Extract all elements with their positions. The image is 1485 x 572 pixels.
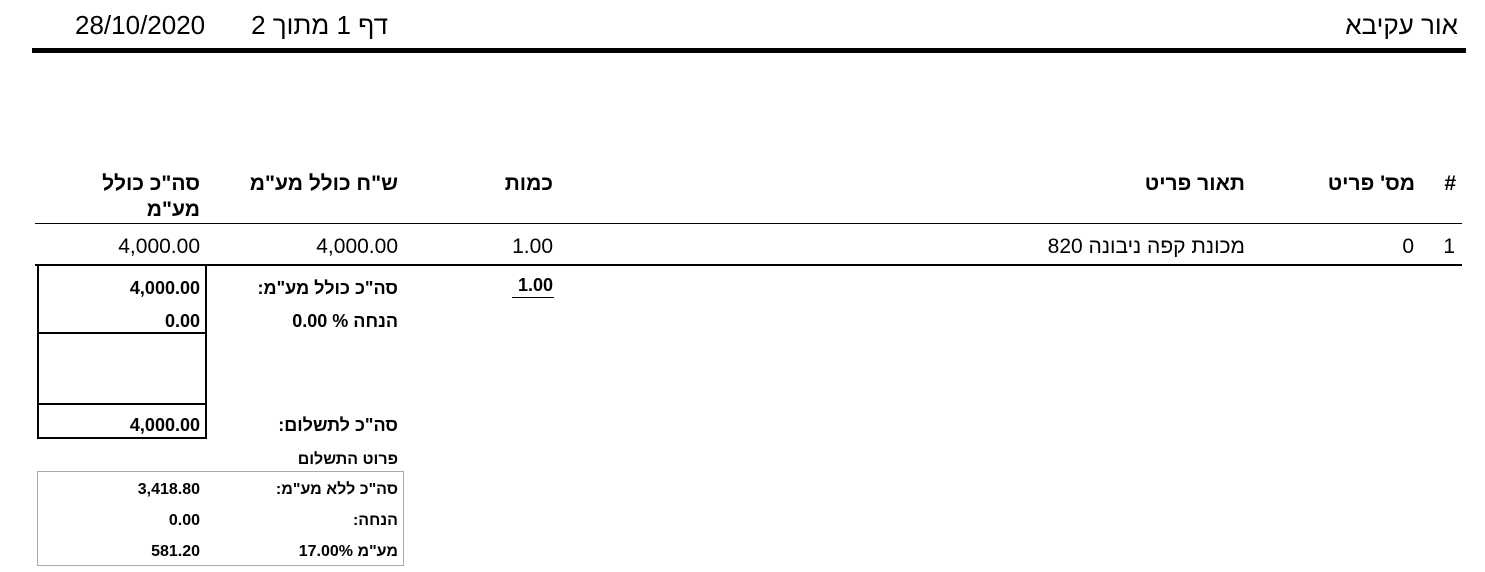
discount-label: הנחה % 0.00: [292, 311, 398, 331]
row-total: 4,000.00: [118, 235, 200, 258]
row-divider: [35, 264, 1462, 266]
payment-breakdown-box: [37, 471, 404, 566]
col-header-number: #: [1444, 172, 1456, 195]
quantity-total-underline: [512, 297, 554, 298]
discount-value: 0.00: [164, 311, 200, 331]
totals-box: [37, 265, 207, 439]
quantity-total: 1.00: [517, 275, 553, 295]
row-description: מכונת קפה ניבונה 820: [1047, 235, 1245, 258]
col-header-unit-price: ש"ח כולל מע"מ: [249, 172, 398, 195]
breakdown-discount-label: הנחה:: [352, 512, 398, 529]
row-unit-price: 4,000.00: [316, 235, 398, 258]
payment-breakdown-title: פרוט התשלום: [297, 451, 398, 468]
col-header-description: תאור פריט: [1144, 172, 1245, 195]
header-row-divider: [35, 223, 1462, 224]
subtotal-no-vat-value: 3,418.80: [137, 481, 200, 498]
total-incl-vat-label: סה"כ כולל מע"מ:: [257, 278, 398, 298]
header-divider: [32, 48, 1466, 53]
row-quantity: 1.00: [512, 235, 553, 258]
totals-box-divider: [37, 332, 207, 334]
breakdown-discount-value: 0.00: [168, 512, 200, 529]
company-name: אור עקיבא: [1345, 10, 1458, 40]
col-header-total-line2: מע"מ: [146, 198, 200, 221]
vat-label: מע"מ 17.00%: [298, 543, 398, 560]
document-date: 28/10/2020: [75, 10, 206, 40]
total-incl-vat-value: 4,000.00: [129, 278, 200, 298]
col-header-total: סה"כ כולל: [102, 172, 200, 195]
col-header-item-no: מס' פריט: [1327, 172, 1415, 195]
page-info: דף 1 מתוך 2: [251, 10, 388, 40]
vat-value: 581.20: [151, 543, 200, 560]
col-header-quantity: כמות: [504, 172, 553, 195]
row-number: 1: [1443, 235, 1455, 258]
to-pay-value: 4,000.00: [129, 415, 200, 435]
subtotal-no-vat-label: סה"כ ללא מע"מ:: [275, 481, 398, 498]
row-item-no: 0: [1402, 235, 1414, 258]
totals-box-divider: [37, 403, 207, 405]
to-pay-label: סה"כ לתשלום:: [278, 415, 398, 435]
